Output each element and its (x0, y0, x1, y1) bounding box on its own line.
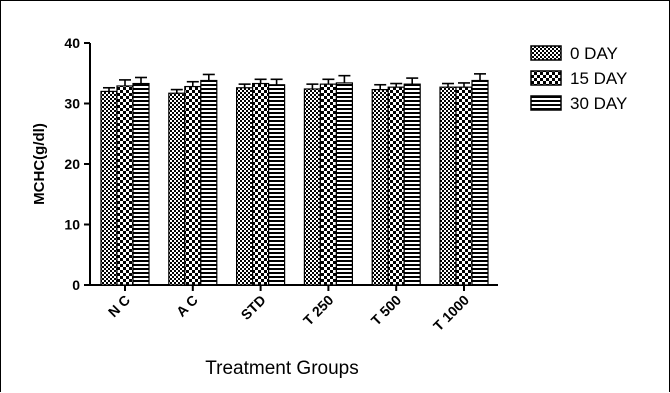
y-ticks: 0 10 20 30 40 (64, 35, 90, 293)
bar (252, 82, 270, 286)
y-axis-label: MCHC(g/dl) (31, 123, 48, 205)
bar (184, 85, 202, 286)
y-tick-label: 20 (64, 156, 80, 172)
legend-swatch (530, 70, 562, 86)
bar (335, 82, 353, 286)
bar (168, 92, 186, 286)
bar (471, 79, 489, 286)
bar (319, 83, 337, 286)
x-tick-label: T 1000 (430, 292, 472, 334)
bar (132, 82, 150, 286)
y-tick-label: 40 (64, 35, 80, 51)
x-tick-label: N C (105, 292, 133, 320)
legend-swatch (530, 95, 562, 111)
legend-label: 15 DAY (570, 69, 627, 88)
x-tick-label: A C (173, 292, 201, 320)
bar (236, 87, 254, 286)
legend-label: 0 DAY (570, 44, 618, 63)
y-tick-label: 30 (64, 96, 80, 112)
legend-label: 30 DAY (570, 94, 627, 113)
bar (268, 84, 286, 286)
y-tick-label: 10 (64, 217, 80, 233)
x-ticks: N C A C STD T 250 T 500 T 1000 (105, 285, 472, 334)
bar (439, 86, 457, 286)
x-tick-label: T 250 (300, 292, 337, 329)
x-tick-label: STD (238, 292, 269, 323)
bar (387, 86, 405, 286)
y-tick-label: 0 (72, 277, 80, 293)
bar (200, 79, 218, 286)
bar (403, 83, 421, 286)
axes (89, 43, 498, 286)
x-axis-label: Treatment Groups (205, 358, 358, 379)
x-tick-label: T 500 (368, 292, 405, 329)
bar (455, 86, 473, 286)
bar (303, 88, 321, 286)
bar (116, 85, 134, 286)
bar (100, 90, 118, 286)
legend: 0 DAY 15 DAY 30 DAY (530, 44, 627, 113)
legend-swatch (530, 45, 562, 61)
bar (371, 88, 389, 286)
bars (100, 73, 489, 286)
